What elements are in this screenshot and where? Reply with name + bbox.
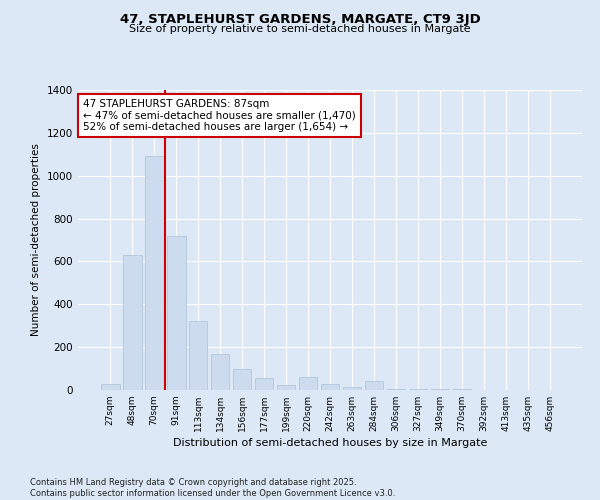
Bar	[365, 382, 383, 390]
Bar	[211, 354, 229, 390]
Text: 47 STAPLEHURST GARDENS: 87sqm
← 47% of semi-detached houses are smaller (1,470)
: 47 STAPLEHURST GARDENS: 87sqm ← 47% of s…	[83, 99, 356, 132]
Bar	[233, 368, 251, 390]
Bar	[277, 384, 295, 390]
Text: Contains HM Land Registry data © Crown copyright and database right 2025.
Contai: Contains HM Land Registry data © Crown c…	[30, 478, 395, 498]
Bar	[145, 156, 164, 390]
Y-axis label: Number of semi-detached properties: Number of semi-detached properties	[31, 144, 41, 336]
Bar	[255, 378, 274, 390]
Text: 47, STAPLEHURST GARDENS, MARGATE, CT9 3JD: 47, STAPLEHURST GARDENS, MARGATE, CT9 3J…	[119, 12, 481, 26]
Bar	[189, 322, 208, 390]
Bar	[386, 389, 405, 390]
Bar	[409, 389, 427, 390]
Bar	[320, 384, 340, 390]
X-axis label: Distribution of semi-detached houses by size in Margate: Distribution of semi-detached houses by …	[173, 438, 487, 448]
Text: Size of property relative to semi-detached houses in Margate: Size of property relative to semi-detach…	[129, 24, 471, 34]
Bar	[167, 236, 185, 390]
Bar	[343, 387, 361, 390]
Bar	[123, 255, 142, 390]
Bar	[299, 377, 317, 390]
Bar	[101, 384, 119, 390]
